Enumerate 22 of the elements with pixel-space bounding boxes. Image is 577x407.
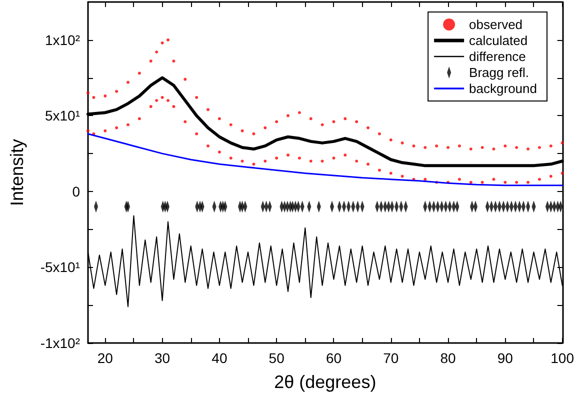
- x-axis-title: 2θ (degrees): [274, 372, 376, 392]
- x-tick-label: 90: [497, 350, 514, 366]
- legend-label: Bragg refl.: [469, 65, 530, 80]
- legend-label: background: [469, 81, 538, 96]
- line-series: [87, 133, 564, 186]
- x-tick-label: 40: [212, 350, 228, 366]
- y-tick-label: -1x10²: [40, 335, 80, 351]
- y-tick-label: -5x10¹: [40, 259, 80, 276]
- y-tick-label: 0: [72, 183, 80, 200]
- x-tick-label: 60: [326, 350, 342, 366]
- legend-label: calculated: [469, 33, 528, 48]
- legend-label: observed: [469, 17, 523, 32]
- x-tick-label: 80: [440, 350, 456, 366]
- x-tick-label: 50: [268, 350, 285, 366]
- x-tick-label: 70: [383, 350, 399, 366]
- y-tick-label: 1x10²: [44, 32, 80, 48]
- x-tick-label: 20: [97, 350, 114, 366]
- x-tick-label: 100: [550, 350, 574, 366]
- y-tick-label: 5x10¹: [44, 108, 80, 124]
- y-axis-title: Intensity: [7, 138, 27, 206]
- legend-label: difference: [469, 49, 526, 64]
- x-tick-label: 30: [154, 350, 170, 366]
